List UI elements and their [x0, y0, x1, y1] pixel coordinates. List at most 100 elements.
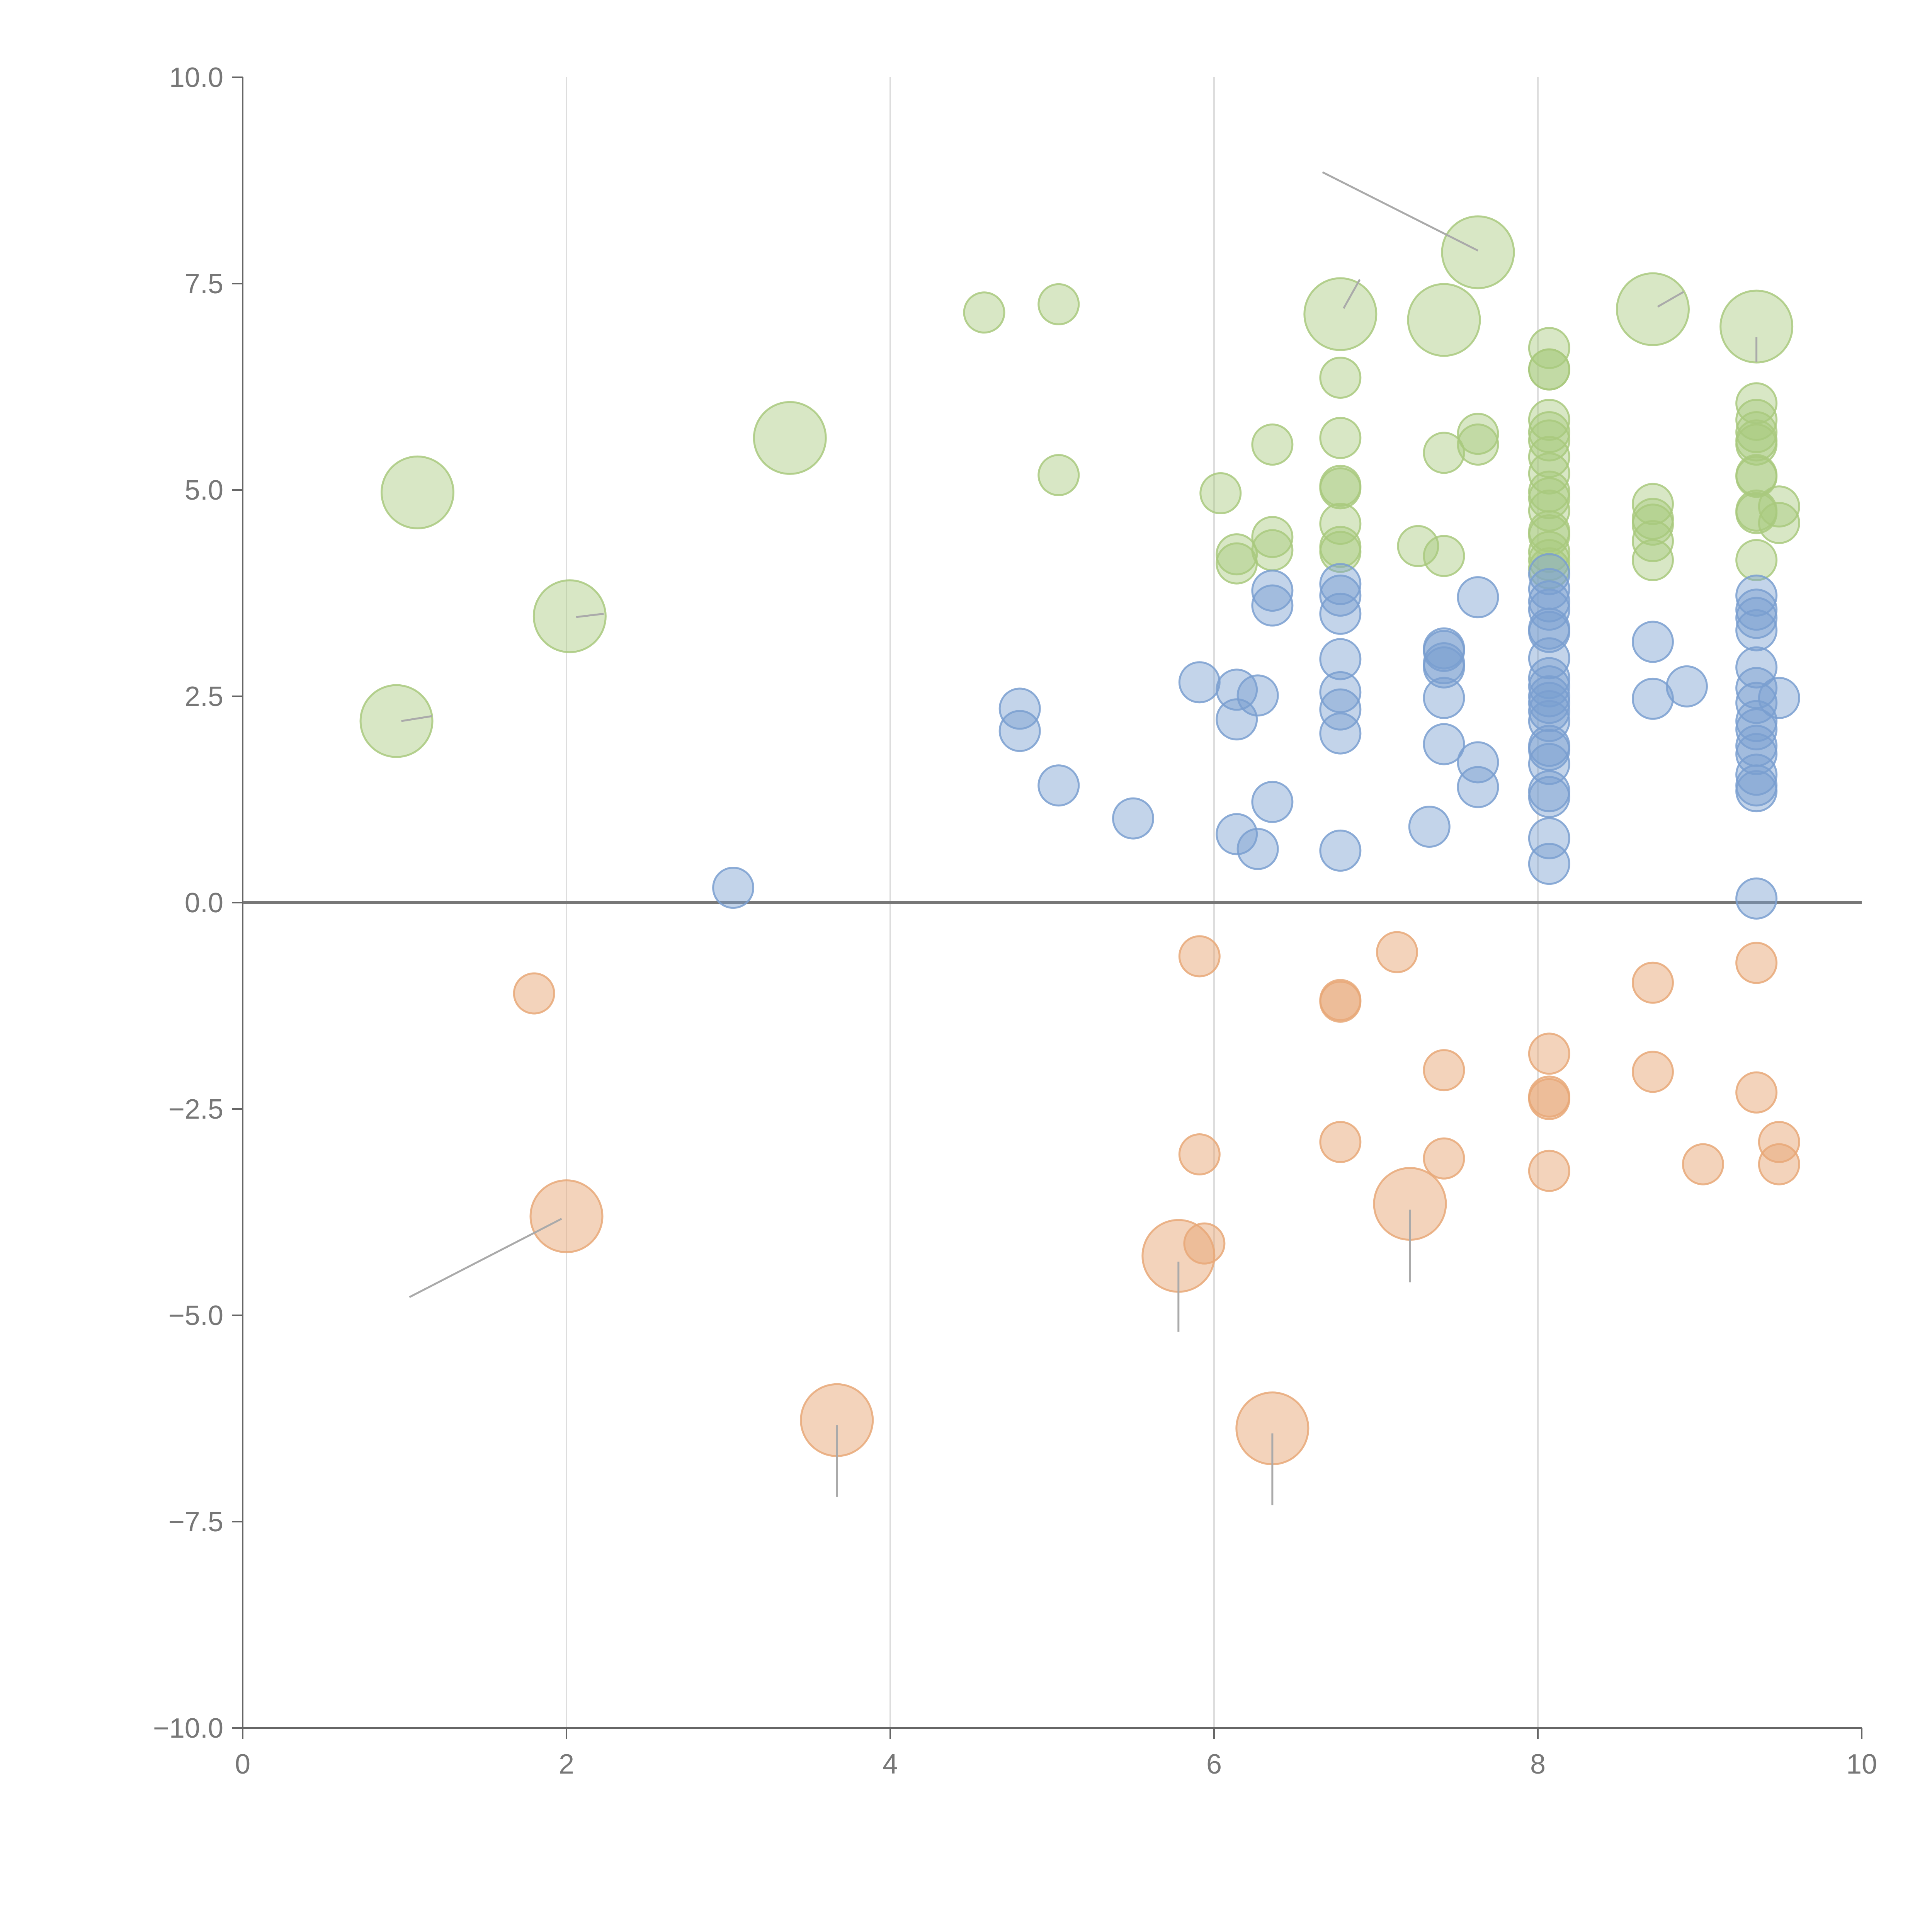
bubble-positive-high — [1216, 533, 1258, 576]
bubble-positive-low — [1457, 766, 1499, 808]
bubble-positive-low — [1735, 609, 1778, 651]
bubble-negative — [1631, 1051, 1674, 1093]
bubble-positive-high — [1758, 485, 1800, 528]
bubble-positive-low — [1178, 661, 1221, 704]
bubble-positive-high — [1528, 514, 1570, 556]
bubble-positive-low — [1528, 665, 1570, 707]
bubble-positive-high — [1319, 467, 1362, 510]
annotation-leader-line — [401, 715, 432, 722]
bubble-positive-low — [1251, 570, 1294, 612]
bubble-positive-low — [1423, 646, 1465, 689]
bubble-positive-high — [1407, 283, 1481, 357]
y-tick-label: 0.0 — [185, 888, 223, 918]
bubble-positive-low — [1216, 813, 1258, 855]
bubble-negative — [529, 1179, 604, 1253]
bubble-positive-high — [1735, 382, 1778, 425]
bubble-positive-low — [1319, 574, 1362, 617]
bubble-negative — [1735, 1071, 1778, 1114]
x-tick-label: 10 — [1846, 1749, 1877, 1780]
y-tick-label: 2.5 — [185, 681, 223, 712]
bubble-positive-low — [1457, 741, 1499, 784]
bubble-positive-low — [1528, 843, 1570, 885]
annotation-leader-line — [1322, 171, 1479, 252]
bubble-negative — [1631, 961, 1674, 1004]
bubble-positive-low — [1735, 877, 1778, 920]
bubble-positive-low — [1319, 592, 1362, 635]
bubble-positive-high — [1199, 472, 1242, 515]
bubble-positive-high — [1735, 539, 1778, 582]
bubble-positive-low — [998, 687, 1041, 730]
annotation-leader-line — [409, 1218, 562, 1298]
bubble-negative — [1319, 980, 1362, 1023]
bubble-positive-high — [1319, 417, 1362, 459]
annotation-leader-line — [1343, 279, 1361, 309]
bubble-negative — [513, 972, 555, 1015]
bubble-positive-low — [1735, 708, 1778, 750]
bubble-positive-high — [1397, 525, 1439, 567]
bubble-positive-low — [1319, 712, 1362, 755]
bubble-positive-high — [1735, 456, 1778, 498]
bubble-positive-low — [1319, 688, 1362, 731]
bubble-positive-high — [1457, 413, 1499, 455]
y-tick-label: −2.5 — [168, 1094, 223, 1125]
bubble-positive-high — [1528, 436, 1570, 478]
bubble-positive-high — [1528, 327, 1570, 369]
bubble-negative — [1528, 1032, 1570, 1075]
x-tick-label: 4 — [883, 1749, 898, 1780]
bubble-negative — [1376, 931, 1418, 973]
bubble-positive-low — [1037, 764, 1080, 807]
bubble-positive-low — [1423, 677, 1465, 719]
bubble-positive-high — [963, 291, 1005, 334]
bubble-positive-low — [1319, 563, 1362, 605]
bubble-positive-high — [1251, 529, 1294, 571]
bubble-positive-high — [1616, 272, 1690, 346]
annotation-leader-line — [576, 612, 604, 618]
y-tick-label: −7.5 — [168, 1507, 223, 1537]
bubble-positive-high — [1528, 477, 1570, 519]
bubble-positive-low — [1665, 665, 1708, 707]
bubble-positive-high — [1457, 423, 1499, 466]
bubble-positive-low — [1319, 829, 1362, 872]
bubble-positive-low — [1735, 574, 1778, 617]
bubble-positive-high — [1216, 542, 1258, 585]
x-tick-label: 0 — [235, 1749, 250, 1780]
bubble-positive-high — [1251, 423, 1294, 466]
bubble-positive-high — [753, 401, 827, 475]
y-tick-label: −10.0 — [153, 1713, 223, 1744]
bubble-positive-high — [1441, 215, 1515, 289]
bubble-positive-low — [1216, 698, 1258, 741]
bubble-negative — [1735, 942, 1778, 984]
bubble-positive-low — [1319, 638, 1362, 680]
bubble-positive-high — [1423, 535, 1465, 577]
bubble-positive-high — [1423, 432, 1465, 474]
bubble-positive-low — [1251, 584, 1294, 627]
bubble-positive-low — [1251, 781, 1294, 823]
bubble-positive-low — [1457, 576, 1499, 619]
y-tick-label: −5.0 — [168, 1300, 223, 1331]
bubble-positive-high — [1631, 503, 1674, 546]
bubble-positive-high — [1319, 531, 1362, 573]
bubble-positive-high — [532, 579, 607, 653]
bubble-negative — [1528, 1078, 1570, 1120]
bubble-positive-low — [1236, 674, 1279, 717]
bubble-positive-low — [1528, 729, 1570, 771]
bubble-positive-low — [1758, 677, 1800, 719]
y-tick-label: 10.0 — [169, 62, 223, 93]
bubble-positive-high — [1719, 289, 1794, 364]
y-tick-label: 7.5 — [185, 269, 223, 299]
x-tick-label: 2 — [559, 1749, 574, 1780]
x-tick-label: 8 — [1530, 1749, 1546, 1780]
bubble-negative — [1682, 1143, 1724, 1185]
bubble-positive-high — [1037, 454, 1080, 497]
bubble-negative — [1178, 935, 1221, 978]
tick-labels: 10.0 7.5 5.0 2.5 0.0 −2.5 −5.0 −7.5 −10.0 0 2 4 6 8 10 — [153, 62, 1877, 1780]
bubble-positive-low — [1528, 817, 1570, 859]
bubble-positive-low — [1236, 828, 1279, 870]
bubble-positive-low — [1528, 588, 1570, 631]
bubble-positive-high — [1528, 419, 1570, 462]
bubble-negative — [1178, 1133, 1221, 1175]
bubble-positive-high — [1735, 423, 1778, 466]
bubble-negative — [1528, 1150, 1570, 1192]
bubble-positive-low — [1528, 700, 1570, 742]
